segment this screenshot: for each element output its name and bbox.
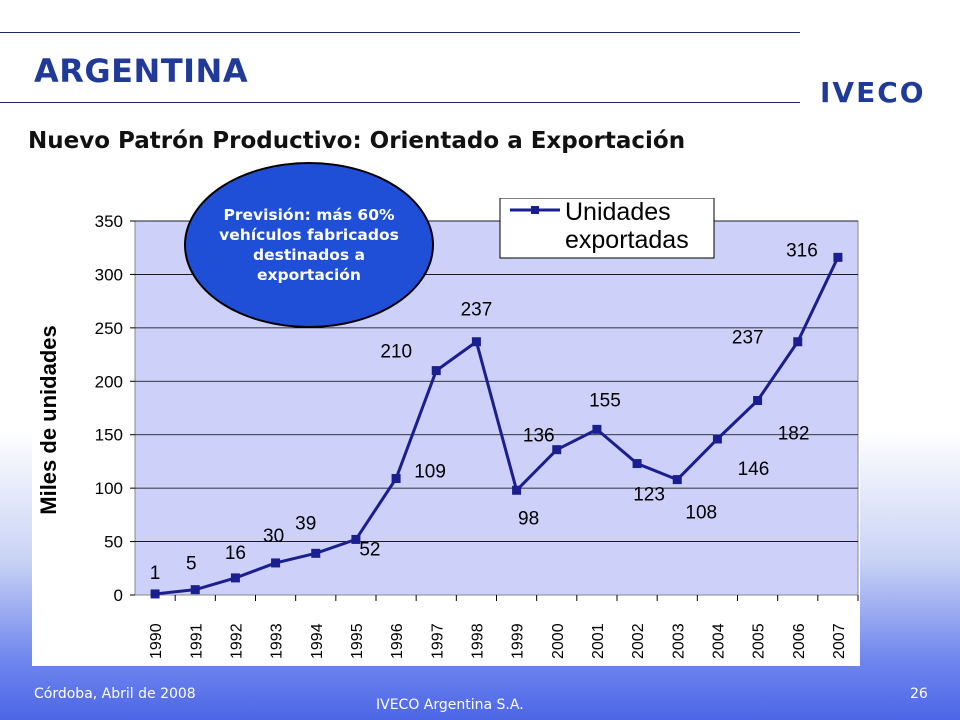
data-point xyxy=(351,534,361,544)
x-tick-label: 2001 xyxy=(590,623,607,659)
data-point xyxy=(592,424,602,434)
y-axis-label: Miles de unidades xyxy=(36,325,61,515)
data-point xyxy=(552,445,562,455)
iveco-logo: IVECO xyxy=(820,76,926,109)
data-label: 155 xyxy=(589,390,621,411)
y-tick-label: 250 xyxy=(95,319,123,338)
x-tick-label: 2002 xyxy=(630,623,647,659)
data-point xyxy=(190,585,200,595)
data-label: 39 xyxy=(295,513,316,534)
data-point xyxy=(712,434,722,444)
data-point xyxy=(672,475,682,485)
data-label: 109 xyxy=(414,462,446,483)
data-point xyxy=(431,366,441,376)
x-tick-label: 2006 xyxy=(791,623,808,659)
x-tick-label: 1997 xyxy=(429,623,446,659)
legend-marker-swatch xyxy=(531,206,539,214)
data-label: 136 xyxy=(523,426,555,447)
y-tick-label: 200 xyxy=(95,372,123,391)
forecast-callout: Previsión: más 60% vehículos fabricados … xyxy=(184,162,434,328)
slide-subtitle: Nuevo Patrón Productivo: Orientado a Exp… xyxy=(28,128,686,154)
x-tick-label: 2007 xyxy=(831,623,848,659)
x-tick-label: 1991 xyxy=(188,623,205,659)
data-point xyxy=(471,337,481,347)
y-tick-label: 0 xyxy=(114,586,123,605)
data-label: 123 xyxy=(633,485,665,506)
data-label: 98 xyxy=(518,508,539,529)
data-point xyxy=(632,459,642,469)
data-point xyxy=(230,573,240,583)
x-tick-label: 1996 xyxy=(389,623,406,659)
legend: Unidades exportadas xyxy=(499,198,715,259)
data-point xyxy=(753,396,763,406)
page-number: 26 xyxy=(910,686,928,702)
data-label: 182 xyxy=(778,424,810,445)
data-label: 210 xyxy=(380,342,412,363)
x-tick-label: 2003 xyxy=(670,623,687,659)
chart-panel: 0 50 100 150 200 250 300 350 1990 1991 1992 1993 19… xyxy=(32,198,860,666)
x-tick-label: 1994 xyxy=(309,623,326,659)
data-label: 5 xyxy=(186,554,197,575)
y-tick-label: 50 xyxy=(104,533,123,552)
top-rule xyxy=(0,32,800,33)
data-label: 237 xyxy=(461,300,493,321)
data-point xyxy=(271,558,281,568)
x-tick-label: 1993 xyxy=(269,623,286,659)
title-rule xyxy=(0,102,800,103)
data-point xyxy=(311,548,321,558)
x-tick-label: 2004 xyxy=(710,623,727,659)
data-point xyxy=(512,485,522,495)
data-point xyxy=(391,474,401,484)
x-tick-label: 2000 xyxy=(550,623,567,659)
y-tick-label: 150 xyxy=(95,426,123,445)
data-point xyxy=(150,589,160,599)
data-point xyxy=(793,337,803,347)
x-tick-label: 2005 xyxy=(751,623,768,659)
data-label: 237 xyxy=(732,328,764,349)
legend-label: Unidades exportadas xyxy=(565,198,689,254)
data-label: 1 xyxy=(150,563,161,584)
y-tick-label: 300 xyxy=(95,265,123,284)
x-tick-label: 1992 xyxy=(228,623,245,659)
x-tick-label: 1995 xyxy=(349,623,366,659)
data-point xyxy=(833,252,843,262)
data-label: 52 xyxy=(359,539,380,560)
data-label: 316 xyxy=(786,240,818,261)
x-tick-label: 1999 xyxy=(510,623,527,659)
y-tick-label: 100 xyxy=(95,479,123,498)
data-label: 108 xyxy=(685,503,717,524)
data-label: 146 xyxy=(738,459,770,480)
forecast-callout-text: Previsión: más 60% vehículos fabricados … xyxy=(219,206,399,284)
footer-company: IVECO Argentina S.A. xyxy=(376,697,524,713)
data-label: 16 xyxy=(225,543,246,564)
series-line xyxy=(154,256,840,596)
data-label: 30 xyxy=(263,526,284,547)
page-title: ARGENTINA xyxy=(34,52,249,90)
x-tick-label: 1990 xyxy=(148,623,165,659)
x-tick-label: 1998 xyxy=(469,623,486,659)
y-tick-label: 350 xyxy=(95,212,123,231)
footer-location-date: Córdoba, Abril de 2008 xyxy=(34,686,196,702)
